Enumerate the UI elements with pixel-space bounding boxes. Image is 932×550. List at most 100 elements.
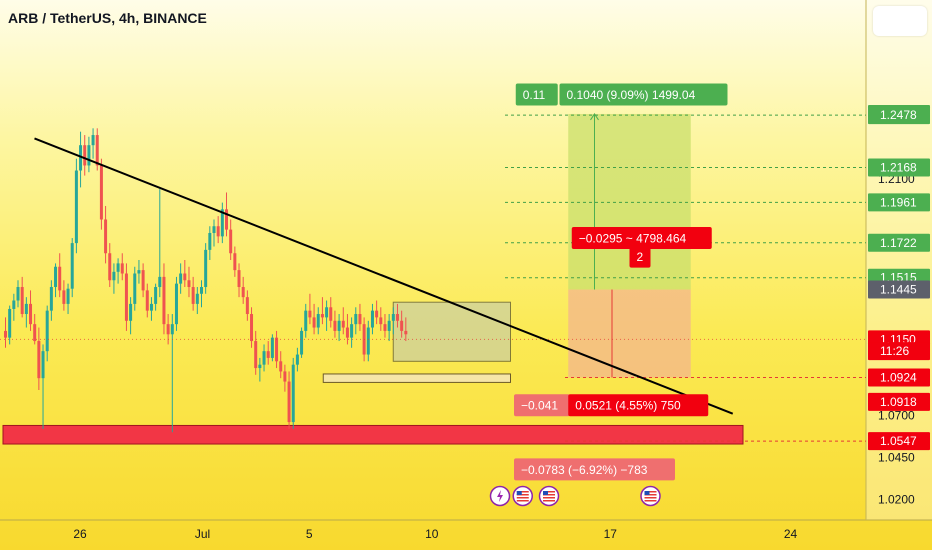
candle-body [354,314,358,325]
candle-body [45,310,49,352]
y-tick-label: 1.0700 [878,408,915,422]
candle [191,276,195,311]
candle [162,263,166,335]
annotation-box [514,458,675,481]
candle [108,243,112,288]
us-flag-icon[interactable] [538,485,560,507]
flag-canton [644,491,650,495]
candle [291,357,295,429]
candle-body [145,290,149,311]
candle [329,297,333,328]
flag-stripe [543,491,555,493]
candle [266,341,270,365]
candle [345,314,349,345]
candle-body [99,165,103,220]
candle-body [366,327,370,355]
candle-body [341,320,345,328]
candle-body [312,317,316,328]
candle [325,300,329,331]
support-strip [322,373,511,383]
x-tick-label: Jul [195,527,210,541]
consolidation-box [392,301,511,362]
trendline [34,137,734,415]
price-tag [868,106,930,125]
candle [400,310,404,338]
candle-body [391,314,395,321]
price-tag [868,280,930,299]
annotation-label: −0.0295 ~ 4798.464 [579,232,687,246]
lightning-icon[interactable] [489,485,511,507]
candle-body [270,337,274,358]
candle [283,364,287,392]
candle-body [229,229,233,254]
candle [124,263,128,331]
price-tag-label: 1.0924 [880,371,917,385]
candle [316,307,320,335]
candle [333,310,337,338]
candle [8,305,12,345]
candle-body [212,226,216,233]
candle-body [295,354,299,365]
candle [4,317,7,348]
candle-body [8,308,12,338]
candle [370,303,374,335]
candle [404,317,408,342]
candle-body [24,303,28,315]
candle-body [262,351,266,365]
annotation-box [571,227,712,250]
candle [62,280,66,311]
price-tag-label: 1.0547 [880,434,917,448]
candle [391,307,395,335]
price-tag-label: 11:26 [880,344,909,358]
candle-body [187,280,191,288]
flag-stripe [516,491,529,493]
candle-body [4,330,7,338]
candle-body [287,381,291,423]
candle-body [62,290,66,304]
candle [275,330,279,369]
candle-body [29,303,33,325]
us-flag-icon[interactable] [512,485,533,507]
candle [237,263,241,298]
target-arrowhead [590,113,599,121]
candle [300,327,304,358]
candle [20,276,24,318]
candle [295,347,299,372]
candle [99,158,103,230]
event-icon-ring [512,485,533,507]
candle [279,351,283,379]
candle-body [387,320,391,331]
candle [216,216,220,244]
candle-body [258,364,262,369]
candle-body [79,145,83,171]
candle-body [329,307,333,321]
candle-body [191,287,195,304]
candle [12,293,16,321]
x-tick-label: 17 [604,527,618,541]
candle [16,280,20,308]
candle [212,219,216,247]
candle [308,293,312,325]
candle [375,300,379,325]
candle-body [241,287,245,298]
candle-body [58,266,62,291]
x-tick-label: 10 [425,527,439,541]
us-flag-icon[interactable] [640,485,661,507]
flag-canton [516,491,522,495]
candle-body [370,310,374,328]
flag-stripe [543,500,555,502]
candle-body [245,297,249,315]
price-tag-label: 1.2168 [880,160,917,174]
candle-body [279,361,283,372]
candle-body [400,320,404,331]
candle [70,238,74,298]
candle [74,158,78,254]
candle-body [250,314,254,342]
candle-body [170,324,174,335]
flag-canton [543,491,548,495]
candle-body [154,287,158,304]
menu-button[interactable] [873,6,927,36]
candle [104,205,108,264]
